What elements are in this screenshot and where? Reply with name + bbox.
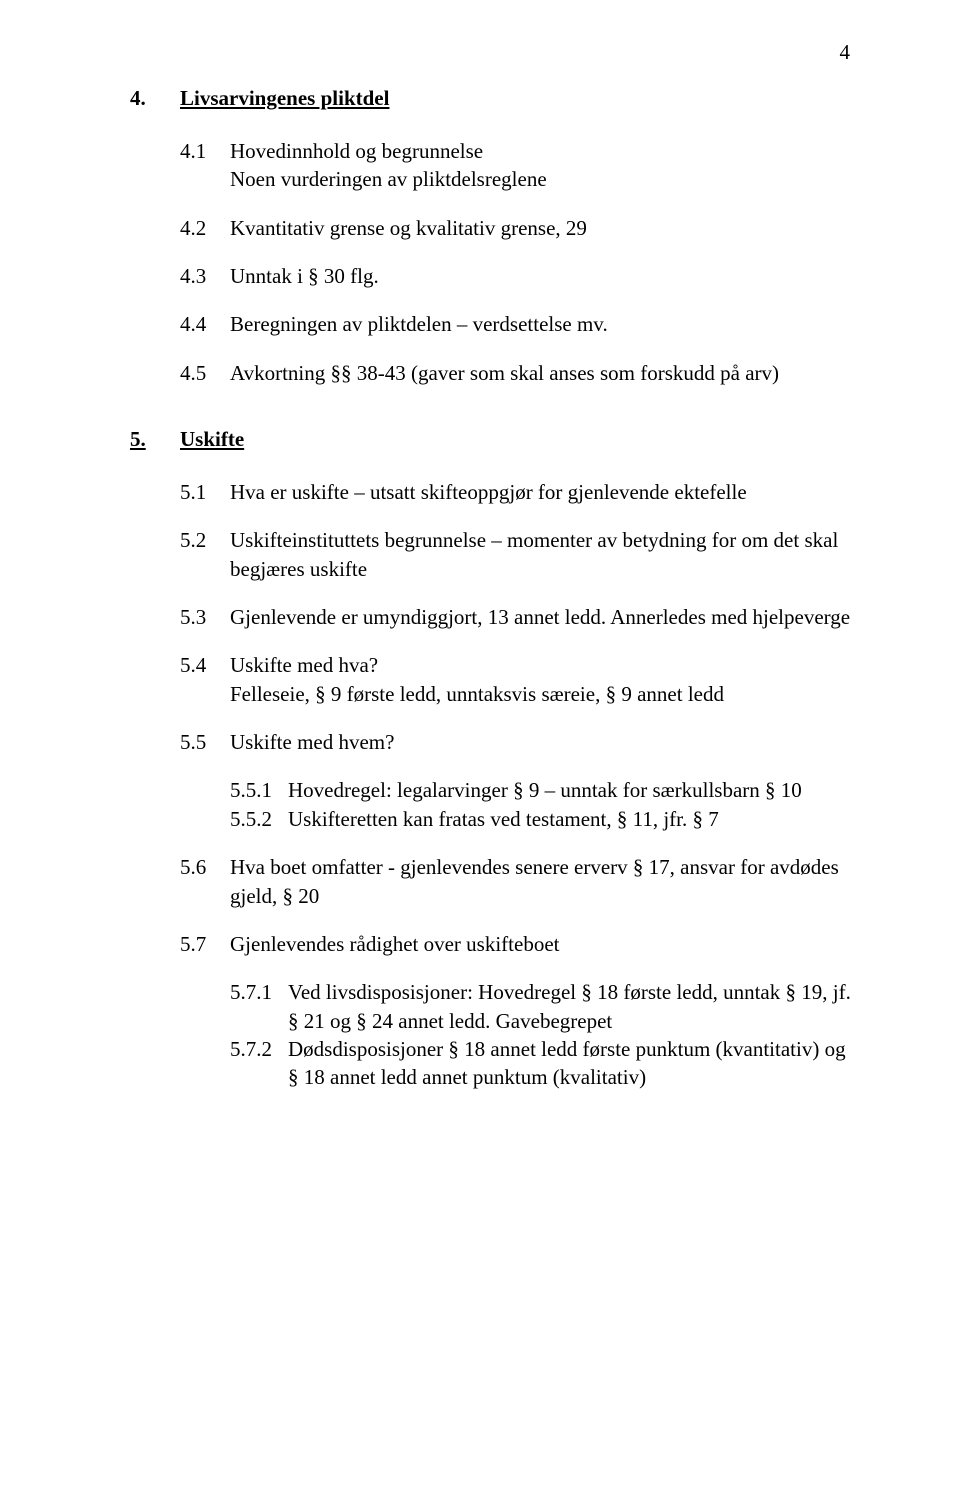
entry-number: 5.4 [180, 651, 230, 708]
entry-number: 5.6 [180, 853, 230, 910]
outline-sublist: 5.5.1Hovedregel: legalarvinger § 9 – unn… [230, 776, 860, 833]
section-4-heading: 4.Livsarvingenes pliktdel [130, 86, 860, 111]
entry-number: 4.5 [180, 359, 230, 387]
entry-number: 5.3 [180, 603, 230, 631]
entry-text: Hovedinnhold og begrunnelseNoen vurderin… [230, 137, 860, 194]
outline-sublist: 5.7.1Ved livsdisposisjoner: Hovedregel §… [230, 978, 860, 1091]
entry-text: Beregningen av pliktdelen – verdsettelse… [230, 310, 860, 338]
entry-number: 4.2 [180, 214, 230, 242]
subentry-text: Ved livsdisposisjoner: Hovedregel § 18 f… [288, 978, 860, 1035]
outline-entry: 4.3Unntak i § 30 flg. [180, 262, 860, 290]
entry-text: Hva boet omfatter - gjenlevendes senere … [230, 853, 860, 910]
entry-text: Uskifte med hva?Felleseie, § 9 første le… [230, 651, 860, 708]
outline-entry: 4.1Hovedinnhold og begrunnelseNoen vurde… [180, 137, 860, 194]
entry-number: 5.1 [180, 478, 230, 506]
subentry-text: Dødsdisposisjoner § 18 annet ledd første… [288, 1035, 860, 1092]
entry-number: 5.2 [180, 526, 230, 583]
outline-subentry: 5.5.1Hovedregel: legalarvinger § 9 – unn… [230, 776, 860, 804]
outline-entry: 5.7Gjenlevendes rådighet over uskifteboe… [180, 930, 860, 958]
entry-text: Unntak i § 30 flg. [230, 262, 860, 290]
page-number: 4 [840, 40, 851, 65]
document-page: 4 4.Livsarvingenes pliktdel 4.1Hovedinnh… [0, 0, 960, 1505]
outline-subentry: 5.7.2Dødsdisposisjoner § 18 annet ledd f… [230, 1035, 860, 1092]
entry-number: 4.3 [180, 262, 230, 290]
section-5-num: 5. [130, 427, 180, 452]
entry-text: Uskifte med hvem? [230, 728, 860, 756]
outline-entry: 4.2Kvantitativ grense og kvalitativ gren… [180, 214, 860, 242]
subentry-text: Hovedregel: legalarvinger § 9 – unntak f… [288, 776, 860, 804]
entry-text: Gjenlevendes rådighet over uskifteboet [230, 930, 860, 958]
entry-text: Avkortning §§ 38-43 (gaver som skal anse… [230, 359, 860, 387]
entry-number: 4.4 [180, 310, 230, 338]
section-4-title: Livsarvingenes pliktdel [180, 86, 389, 110]
outline-entry: 4.4Beregningen av pliktdelen – verdsette… [180, 310, 860, 338]
outline-entry: 4.5Avkortning §§ 38-43 (gaver som skal a… [180, 359, 860, 387]
entry-number: 5.7 [180, 930, 230, 958]
outline-entry: 5.2Uskifteinstituttets begrunnelse – mom… [180, 526, 860, 583]
outline-entry: 5.5Uskifte med hvem? [180, 728, 860, 756]
outline-subentry: 5.7.1Ved livsdisposisjoner: Hovedregel §… [230, 978, 860, 1035]
entry-text: Gjenlevende er umyndiggjort, 13 annet le… [230, 603, 860, 631]
outline-entry: 5.4Uskifte med hva?Felleseie, § 9 første… [180, 651, 860, 708]
subentry-text: Uskifteretten kan fratas ved testament, … [288, 805, 860, 833]
entry-text: Kvantitativ grense og kvalitativ grense,… [230, 214, 860, 242]
section-5-heading: 5.Uskifte [130, 427, 860, 452]
outline-entry: 5.6Hva boet omfatter - gjenlevendes sene… [180, 853, 860, 910]
subentry-number: 5.5.2 [230, 805, 288, 833]
entry-text: Uskifteinstituttets begrunnelse – moment… [230, 526, 860, 583]
entry-number: 4.1 [180, 137, 230, 194]
outline-subentry: 5.5.2Uskifteretten kan fratas ved testam… [230, 805, 860, 833]
section-4-num: 4. [130, 86, 180, 111]
subentry-number: 5.7.1 [230, 978, 288, 1035]
subentry-number: 5.5.1 [230, 776, 288, 804]
entry-number: 5.5 [180, 728, 230, 756]
section-5-title: Uskifte [180, 427, 244, 451]
outline-entry: 5.1Hva er uskifte – utsatt skifteoppgjør… [180, 478, 860, 506]
entry-text: Hva er uskifte – utsatt skifteoppgjør fo… [230, 478, 860, 506]
outline-entry: 5.3Gjenlevende er umyndiggjort, 13 annet… [180, 603, 860, 631]
subentry-number: 5.7.2 [230, 1035, 288, 1092]
